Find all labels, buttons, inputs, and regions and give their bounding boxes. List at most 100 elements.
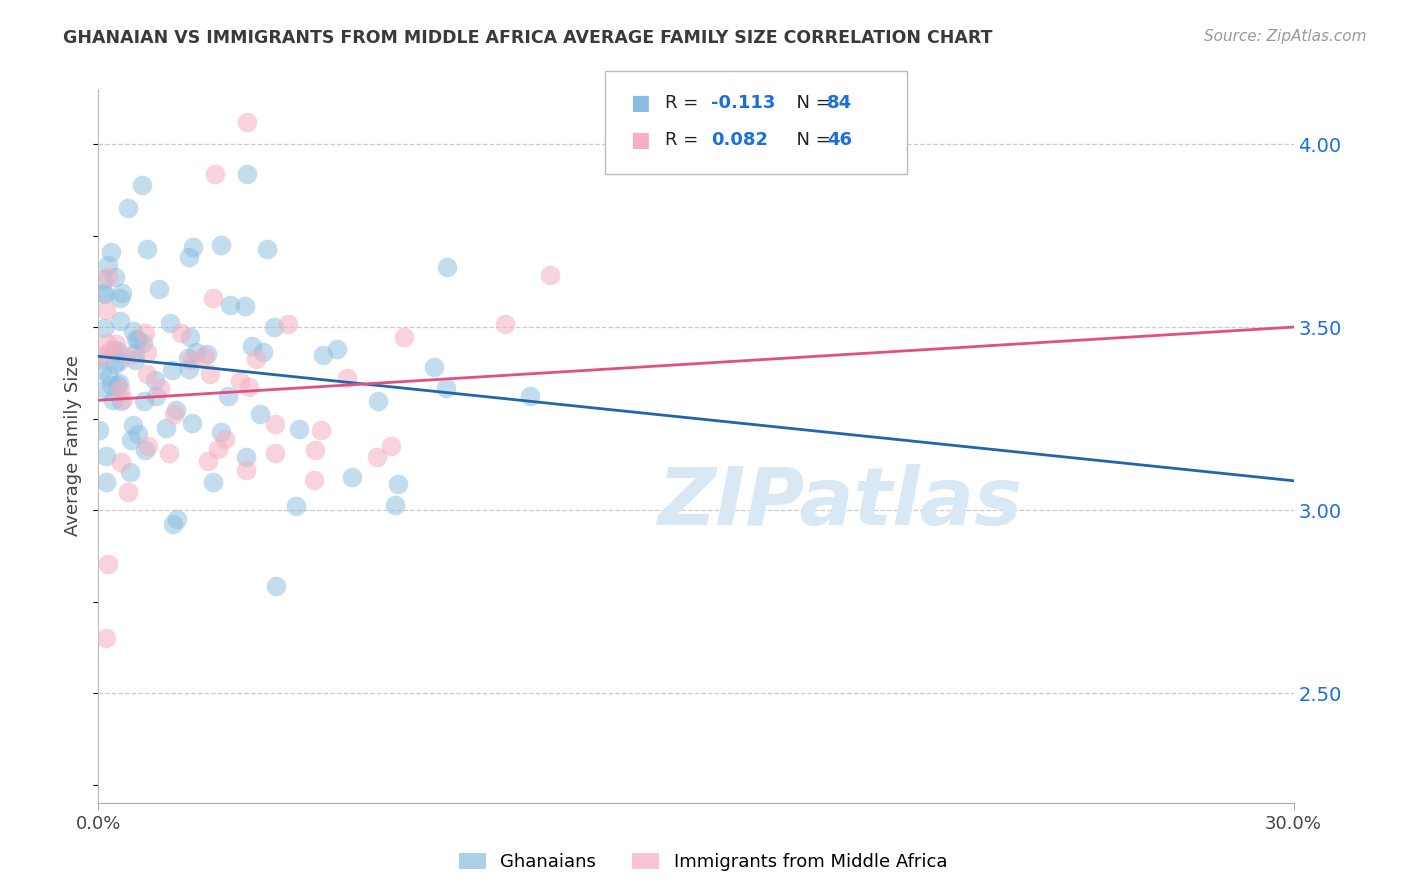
Point	[162, 517, 184, 532]
Point	[117, 201, 139, 215]
Point	[143, 373, 166, 387]
Text: 84: 84	[827, 94, 852, 112]
Point	[202, 291, 225, 305]
Legend: Ghanaians, Immigrants from Middle Africa: Ghanaians, Immigrants from Middle Africa	[451, 846, 955, 879]
Text: N =: N =	[785, 131, 837, 149]
Point	[169, 326, 191, 340]
Point	[117, 485, 139, 500]
Point	[312, 348, 335, 362]
Point	[264, 446, 287, 460]
Point	[266, 579, 288, 593]
Point	[127, 426, 149, 441]
Point	[180, 416, 202, 430]
Point	[217, 389, 239, 403]
Point	[89, 352, 111, 367]
Text: 46: 46	[827, 131, 852, 149]
Text: 0.082: 0.082	[711, 131, 769, 149]
Point	[97, 369, 120, 384]
Point	[434, 381, 457, 395]
Point	[380, 439, 402, 453]
Point	[91, 286, 114, 301]
Point	[149, 382, 172, 396]
Point	[197, 454, 219, 468]
Point	[249, 407, 271, 421]
Point	[179, 361, 201, 376]
Point	[163, 407, 186, 421]
Point	[193, 349, 215, 363]
Point	[157, 446, 180, 460]
Text: R =: R =	[665, 131, 704, 149]
Point	[103, 392, 125, 407]
Point	[111, 392, 134, 406]
Point	[256, 242, 278, 256]
Point	[134, 443, 156, 458]
Point	[108, 291, 131, 305]
Point	[179, 330, 201, 344]
Point	[309, 423, 332, 437]
Point	[436, 260, 458, 274]
Point	[96, 631, 118, 645]
Point	[159, 316, 181, 330]
Point	[121, 324, 143, 338]
Point	[135, 368, 157, 382]
Point	[326, 342, 349, 356]
Point	[120, 433, 142, 447]
Point	[90, 362, 112, 376]
Point	[387, 476, 409, 491]
Point	[200, 367, 222, 381]
Point	[336, 371, 359, 385]
Point	[218, 297, 240, 311]
Point	[124, 352, 146, 367]
Point	[100, 378, 122, 392]
Point	[110, 455, 132, 469]
Point	[94, 287, 117, 301]
Point	[179, 250, 201, 264]
Point	[136, 344, 159, 359]
Point	[131, 335, 153, 350]
Point	[94, 475, 117, 489]
Point	[96, 336, 118, 351]
Y-axis label: Average Family Size: Average Family Size	[65, 356, 83, 536]
Text: GHANAIAN VS IMMIGRANTS FROM MIDDLE AFRICA AVERAGE FAMILY SIZE CORRELATION CHART: GHANAIAN VS IMMIGRANTS FROM MIDDLE AFRIC…	[63, 29, 993, 46]
Point	[94, 382, 117, 396]
Point	[111, 285, 134, 300]
Point	[367, 393, 389, 408]
Point	[166, 512, 188, 526]
Text: ZIPatlas: ZIPatlas	[657, 464, 1022, 542]
Point	[195, 346, 218, 360]
Point	[519, 389, 541, 403]
Point	[124, 333, 146, 347]
Point	[155, 421, 177, 435]
Point	[392, 330, 415, 344]
Point	[94, 449, 117, 463]
Point	[494, 317, 516, 331]
Point	[366, 450, 388, 464]
Point	[93, 348, 115, 362]
Text: Source: ZipAtlas.com: Source: ZipAtlas.com	[1204, 29, 1367, 44]
Point	[105, 337, 128, 351]
Point	[235, 463, 257, 477]
Point	[104, 357, 127, 371]
Point	[236, 115, 259, 129]
Point	[236, 167, 259, 181]
Point	[235, 450, 257, 465]
Point	[423, 360, 446, 375]
Point	[105, 377, 128, 392]
Point	[240, 339, 263, 353]
Point	[132, 394, 155, 409]
Point	[184, 344, 207, 359]
Point	[110, 313, 132, 327]
Point	[214, 432, 236, 446]
Point	[238, 380, 260, 394]
Point	[160, 363, 183, 377]
Point	[97, 557, 120, 571]
Text: ■: ■	[630, 93, 650, 112]
Point	[121, 417, 143, 432]
Point	[97, 258, 120, 272]
Point	[134, 326, 156, 340]
Point	[127, 333, 149, 347]
Point	[245, 351, 267, 366]
Point	[118, 466, 141, 480]
Point	[287, 422, 309, 436]
Text: -0.113: -0.113	[711, 94, 776, 112]
